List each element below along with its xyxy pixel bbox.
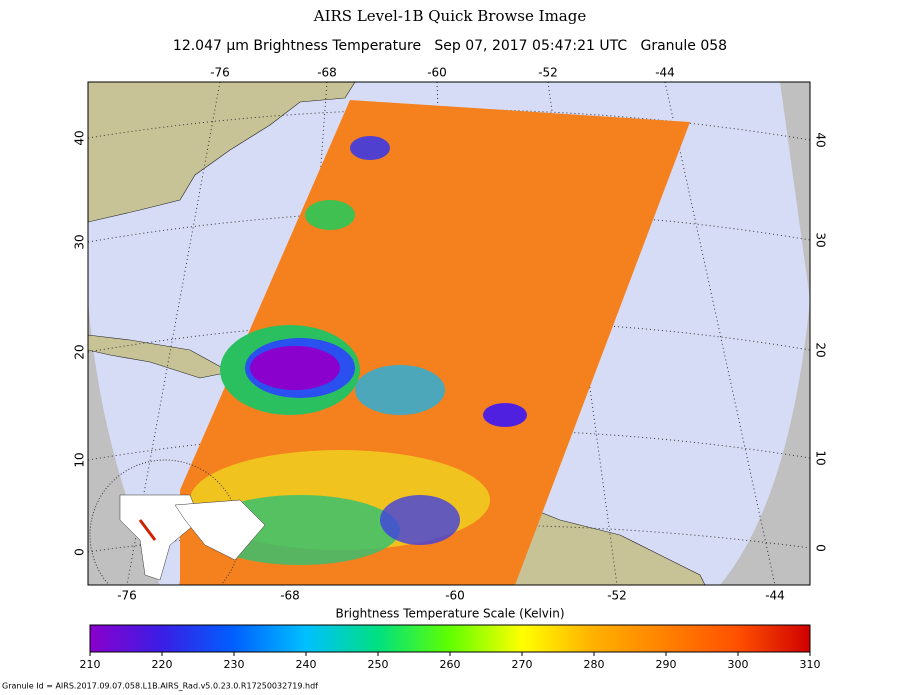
- colorbar-tick-label: 250: [368, 658, 389, 671]
- subtitle: 12.047 μm Brightness Temperature Sep 07,…: [173, 38, 727, 54]
- colorbar: [89, 624, 811, 653]
- bottom-lon-label: -44: [765, 589, 785, 603]
- bottom-lon-label: -76: [117, 589, 137, 603]
- left-lat-label: 30: [73, 234, 87, 249]
- colorbar-tick-label: 220: [152, 658, 173, 671]
- colorbar-tick-label: 210: [80, 658, 101, 671]
- top-lon-label: -52: [538, 66, 558, 80]
- granule-id: Granule Id = AIRS.2017.09.07.058.L1B.AIR…: [2, 682, 318, 691]
- bottom-lon-label: -68: [280, 589, 300, 603]
- colorbar-title: Brightness Temperature Scale (Kelvin): [335, 607, 564, 621]
- left-lat-label: 40: [73, 130, 87, 145]
- inset-globe: [89, 459, 266, 585]
- map: [88, 82, 810, 585]
- colorbar-tick-label: 240: [296, 658, 317, 671]
- colorbar-tick-label: 260: [440, 658, 461, 671]
- right-lat-label: 30: [814, 232, 828, 247]
- colorbar-tick-label: 310: [800, 658, 821, 671]
- north-america: [88, 82, 356, 223]
- top-lon-label: -76: [210, 66, 230, 80]
- left-lat-label: 0: [73, 548, 87, 556]
- colorbar-tick-label: 230: [224, 658, 245, 671]
- right-lat-label: 10: [814, 450, 828, 465]
- top-lon-label: -60: [427, 66, 447, 80]
- colorbar-tick-label: 300: [728, 658, 749, 671]
- left-lat-label: 20: [73, 344, 87, 359]
- left-lat-label: 10: [73, 452, 87, 467]
- title: AIRS Level-1B Quick Browse Image: [313, 7, 587, 25]
- right-lat-label: 40: [814, 132, 828, 147]
- colorbar-tick-label: 280: [584, 658, 605, 671]
- cuba: [88, 334, 231, 379]
- bottom-lon-label: -52: [607, 589, 627, 603]
- right-lat-label: 20: [814, 342, 828, 357]
- colorbar-tick-label: 270: [512, 658, 533, 671]
- right-lat-label: 0: [814, 544, 828, 552]
- map-border: [87, 81, 811, 586]
- labels: -76 -68 -60 -52 -44 -76 -68 -60 -52 -44 0 10 20 30 40 0…: [73, 66, 828, 603]
- bottom-lon-label: -60: [445, 589, 465, 603]
- top-lon-label: -44: [655, 66, 675, 80]
- top-lon-label: -68: [317, 66, 337, 80]
- colorbar-tick-label: 290: [656, 658, 677, 671]
